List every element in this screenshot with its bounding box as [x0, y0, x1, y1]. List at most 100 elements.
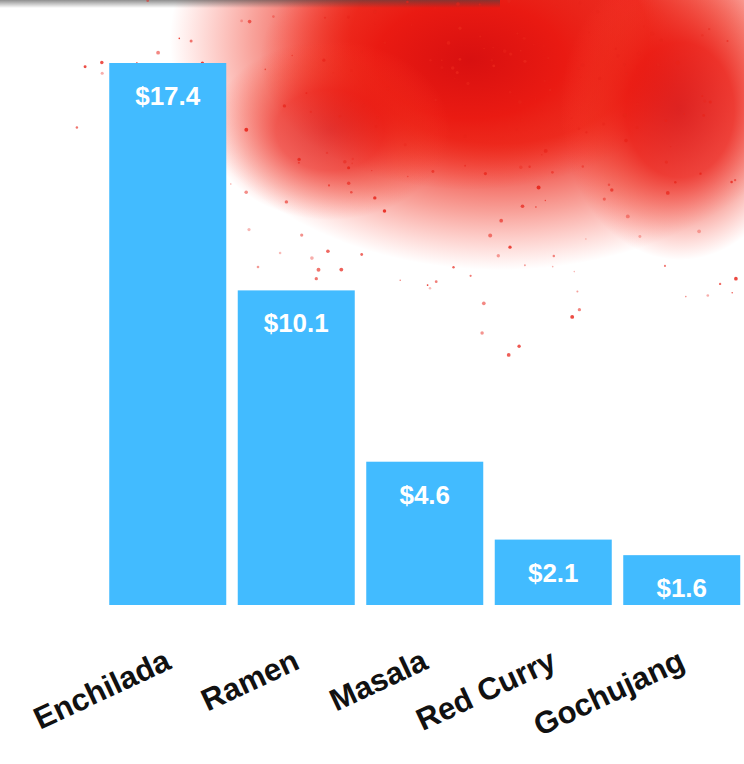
powder-speck	[84, 65, 87, 68]
powder-speck	[571, 117, 573, 119]
powder-speck	[650, 32, 654, 36]
powder-speck	[456, 2, 460, 6]
powder-speck	[545, 200, 546, 201]
powder-speck	[429, 287, 432, 290]
powder-speck	[521, 119, 524, 122]
powder-speck	[577, 67, 580, 70]
powder-speck	[488, 233, 492, 237]
powder-speck	[404, 143, 407, 146]
powder-speck	[257, 266, 260, 269]
powder-speck	[702, 114, 705, 117]
powder-speck	[300, 233, 303, 236]
powder-speck	[434, 7, 436, 9]
powder-speck	[544, 80, 546, 82]
powder-speck	[343, 160, 347, 164]
powder-speck	[519, 166, 522, 169]
powder-speck	[100, 61, 104, 65]
powder-speck	[549, 89, 551, 91]
powder-speck	[617, 54, 620, 57]
data-label: $2.1	[528, 558, 579, 588]
powder-speck	[554, 12, 556, 14]
powder-speck	[283, 104, 286, 107]
powder-speck	[248, 20, 252, 24]
powder-speck	[528, 165, 530, 167]
powder-speck	[535, 98, 536, 99]
powder-speck	[588, 32, 590, 34]
powder-speck	[503, 49, 507, 53]
powder-speck	[665, 160, 668, 163]
powder-speck	[399, 279, 400, 280]
powder-speck	[551, 171, 554, 174]
powder-speck	[483, 48, 485, 50]
powder-speck	[543, 45, 545, 47]
powder-speck	[347, 166, 350, 169]
bar	[495, 540, 612, 605]
powder-speck	[383, 41, 386, 44]
powder-speck	[322, 59, 325, 62]
powder-speck	[459, 58, 462, 61]
powder-speck	[244, 190, 248, 194]
powder-speck	[520, 50, 522, 52]
powder-speck	[272, 15, 275, 18]
powder-speck	[230, 183, 231, 184]
powder-speck	[328, 184, 330, 186]
powder-speck	[332, 72, 333, 73]
powder-speck	[297, 158, 300, 161]
powder-speck	[347, 16, 350, 19]
powder-speck	[464, 165, 466, 167]
powder-speck	[326, 152, 328, 154]
powder-speck	[146, 0, 149, 2]
powder-speck	[719, 283, 721, 285]
powder-speck	[516, 129, 518, 131]
powder-speck	[190, 40, 193, 43]
powder-speck	[555, 5, 558, 8]
powder-speck	[411, 24, 412, 25]
powder-speck	[491, 59, 493, 61]
powder-speck	[435, 280, 438, 283]
powder-speck	[541, 154, 543, 156]
powder-speck	[440, 66, 443, 69]
powder-speck	[585, 238, 586, 239]
powder-speck	[699, 173, 701, 175]
powder-speck	[179, 38, 181, 40]
powder-speck	[734, 179, 736, 181]
powder-speck	[470, 275, 472, 277]
powder-speck	[352, 158, 354, 160]
category-labels: EnchiladaRamenMasalaRed CurryGochujang	[28, 642, 690, 742]
powder-speck	[623, 113, 627, 117]
bar	[109, 63, 226, 605]
powder-speck	[386, 87, 390, 91]
powder-speck	[660, 39, 663, 42]
category-label: Ramen	[196, 643, 304, 718]
powder-speck	[479, 4, 481, 6]
powder-speck	[244, 128, 248, 132]
powder-speck	[602, 122, 605, 125]
powder-speck	[537, 186, 541, 190]
powder-speck	[499, 219, 503, 223]
background	[0, 0, 744, 764]
powder-speck	[452, 266, 454, 268]
powder-speck	[603, 198, 606, 201]
powder-speck	[533, 44, 535, 46]
powder-speck	[480, 331, 483, 334]
powder-speck	[579, 2, 582, 5]
powder-speck	[685, 296, 687, 298]
powder-speck	[458, 27, 461, 30]
powder-speck	[643, 26, 645, 28]
powder-speck	[492, 64, 495, 67]
powder-speck	[339, 115, 342, 118]
powder-speck	[544, 149, 548, 153]
bar	[238, 290, 355, 605]
powder-speck	[666, 191, 670, 195]
powder-speck	[684, 113, 685, 114]
powder-speck	[479, 35, 481, 37]
powder-speck	[697, 229, 701, 233]
powder-speck	[574, 271, 576, 273]
powder-speck	[374, 23, 376, 25]
powder-speck	[552, 266, 554, 268]
powder-speck	[324, 17, 326, 19]
powder-speck	[427, 284, 429, 286]
powder-speck	[101, 72, 104, 75]
chart: $17.4$10.1$4.6$2.1$1.6EnchiladaRamenMasa…	[0, 0, 744, 764]
powder-speck	[508, 246, 511, 249]
